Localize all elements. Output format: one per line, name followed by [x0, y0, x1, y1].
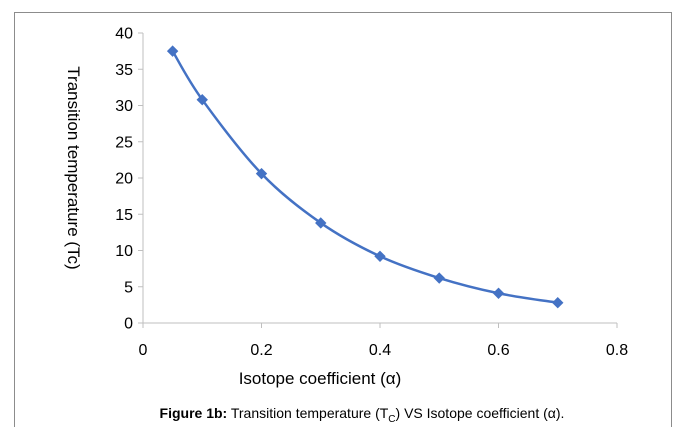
x-tick-label: 0.4 — [369, 342, 391, 359]
y-tick-label: 10 — [115, 243, 133, 260]
y-axis-ticks: 0 5 10 15 20 25 30 35 40 — [115, 26, 143, 333]
data-point-marker — [315, 217, 327, 229]
chart: 0 5 10 15 20 25 30 35 40 0 0.2 0.4 0.6 0.8 Isotope c… — [64, 26, 628, 389]
x-axis-ticks: 0 0.2 0.4 0.6 0.8 — [139, 323, 628, 359]
y-tick-label: 15 — [115, 207, 133, 224]
y-tick-label: 30 — [115, 98, 133, 115]
x-tick-label: 0.8 — [606, 342, 628, 359]
x-tick-label: 0.2 — [250, 342, 272, 359]
y-tick-label: 25 — [115, 134, 133, 151]
x-tick-label: 0 — [139, 342, 148, 359]
y-tick-label: 20 — [115, 171, 133, 188]
data-point-marker — [196, 93, 208, 106]
x-axis-label: Isotope coefficient (α) — [239, 369, 402, 388]
caption-label: Figure 1b: — [160, 405, 228, 421]
data-point-marker — [166, 45, 179, 57]
data-point-marker — [552, 296, 564, 309]
figure-border — [14, 12, 672, 427]
series-line — [171, 50, 558, 304]
y-tick-label: 5 — [124, 279, 133, 296]
y-tick-label: 0 — [124, 316, 133, 333]
series-markers — [166, 45, 564, 309]
data-point-marker — [492, 287, 505, 299]
y-axis-label: Transition temperature (Tc) — [64, 66, 83, 269]
caption-text-2: ) VS Isotope coefficient (α). — [396, 405, 565, 421]
figure-caption: Figure 1b: Transition temperature (TC) V… — [160, 405, 565, 425]
caption-subscript: C — [388, 414, 395, 425]
data-point-marker — [374, 250, 386, 263]
y-tick-label: 40 — [115, 26, 133, 43]
caption-text-1: Transition temperature (T — [227, 405, 389, 421]
data-point-marker — [433, 272, 445, 284]
x-tick-label: 0.6 — [487, 342, 509, 359]
y-tick-label: 35 — [115, 62, 133, 79]
data-point-marker — [255, 167, 268, 180]
